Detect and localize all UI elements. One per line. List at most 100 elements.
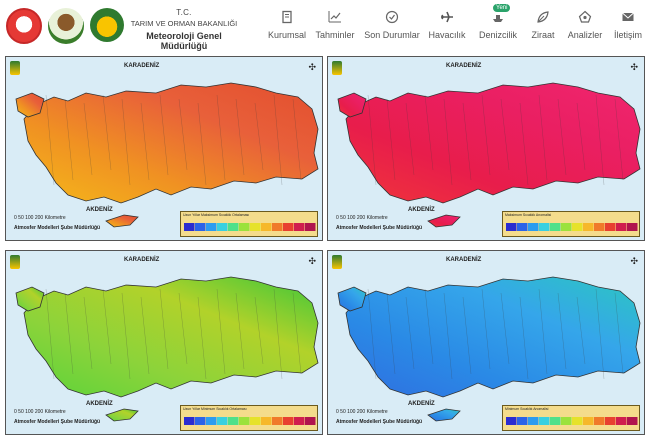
province-border	[102, 288, 112, 365]
anatolia-shape	[345, 276, 641, 398]
legend-swatch	[550, 417, 561, 425]
mgm-corner-logo	[10, 61, 20, 75]
legend-swatch	[561, 417, 572, 425]
meteoroloji-logo[interactable]	[90, 8, 124, 42]
credit-label: Atmosfer Modelleri Şube Müdürlüğü	[14, 225, 101, 231]
legend-swatch	[239, 417, 250, 425]
legend-title: Uzun Yıllar Minimum Sıcaklık Ortalaması	[183, 407, 247, 411]
province-border	[614, 292, 624, 375]
agriculture-logo[interactable]	[48, 8, 84, 44]
ministry-logo[interactable]	[6, 8, 42, 44]
mgm-corner-logo	[332, 61, 342, 75]
legend-swatch	[206, 223, 217, 231]
cyprus-shape	[427, 214, 461, 228]
legend-swatch	[561, 223, 572, 231]
label-akdeniz: AKDENİZ	[86, 401, 113, 407]
institution-title[interactable]: T.C. TARIM VE ORMAN BAKANLIĞI Meteoroloj…	[126, 8, 242, 51]
province-border	[519, 102, 529, 186]
anatolia-shape	[23, 276, 319, 398]
book-icon	[282, 10, 292, 24]
legend-swatch	[250, 223, 261, 231]
north-arrow-icon: ✣	[308, 62, 316, 72]
province-border	[443, 98, 453, 186]
chart-icon	[328, 11, 341, 23]
province-border	[273, 288, 283, 380]
legend-box: Minimum Sıcaklık Anomalisi	[502, 405, 640, 431]
province-border	[254, 296, 264, 365]
legend-swatch	[250, 417, 261, 425]
scale-label: 0 50 100 200 Kilometre	[336, 215, 388, 221]
province-border	[121, 98, 131, 186]
nav-analizler[interactable]: Analizler	[563, 10, 607, 40]
legend-swatch	[217, 417, 228, 425]
nav-iletisim[interactable]: İletişim	[607, 10, 649, 40]
legend-swatch	[583, 417, 594, 425]
legend-swatch	[583, 223, 594, 231]
legend-swatch	[206, 417, 217, 425]
legend-swatch	[528, 223, 539, 231]
province-border	[159, 94, 169, 176]
province-border	[197, 102, 207, 186]
legend-swatch	[217, 223, 228, 231]
legend-swatch	[539, 417, 550, 425]
title-line-mgm: Meteoroloji Genel Müdürlüğü	[146, 31, 222, 51]
map-panel-4[interactable]: ✣ KARADENİZ AKDENİZ 0 50 100 200 Kilomet…	[327, 250, 645, 435]
province-border	[178, 98, 188, 171]
mgm-corner-logo	[332, 255, 342, 269]
province-border	[481, 94, 491, 176]
legend-colorbar	[506, 223, 638, 231]
province-border	[235, 98, 245, 176]
province-border	[519, 296, 529, 380]
nav-son-durumlar[interactable]: Son Durumlar	[363, 10, 421, 40]
province-border	[424, 94, 434, 171]
legend-colorbar	[184, 223, 316, 231]
credit-label: Atmosfer Modelleri Şube Müdürlüğü	[14, 419, 101, 425]
legend-colorbar	[506, 417, 638, 425]
label-karadeniz: KARADENİZ	[446, 257, 482, 263]
cyprus-shape	[105, 214, 139, 228]
province-border	[386, 98, 396, 181]
nav-label: İletişim	[613, 30, 642, 40]
province-border	[140, 102, 150, 181]
province-border	[216, 288, 226, 375]
province-border	[576, 296, 586, 365]
label-akdeniz: AKDENİZ	[408, 207, 435, 213]
label-karadeniz: KARADENİZ	[446, 63, 482, 69]
new-badge: Yeni	[493, 4, 511, 12]
nav-tahminler[interactable]: Tahminler	[311, 10, 359, 40]
province-border	[83, 102, 93, 176]
nav-denizcilik[interactable]: Yeni Denizcilik	[475, 4, 521, 40]
legend-swatch	[616, 223, 627, 231]
north-arrow-icon: ✣	[308, 256, 316, 266]
province-border	[424, 288, 434, 365]
map-panel-2[interactable]: ✣ KARADENİZ AKDENİZ 0 50 100 200 Kilomet…	[327, 56, 645, 241]
province-border	[216, 94, 226, 181]
legend-swatch	[272, 223, 283, 231]
province-border	[405, 296, 415, 370]
province-border	[557, 98, 567, 176]
legend-swatch	[305, 223, 316, 231]
nav-kurumsal[interactable]: Kurumsal	[263, 10, 311, 40]
label-karadeniz: KARADENİZ	[124, 257, 160, 263]
map-panel-1[interactable]: ✣ KARADENİZ AKDENİZ 0 50 100 200 Kilomet…	[5, 56, 323, 241]
legend-title: Uzun Yıllar Maksimum Sıcaklık Ortalaması	[183, 213, 250, 217]
province-border	[121, 292, 131, 380]
legend-swatch	[572, 417, 583, 425]
province-border	[178, 292, 188, 365]
nav-havacilik[interactable]: Havacılık	[425, 10, 469, 40]
map-panel-3[interactable]: ✣ KARADENİZ AKDENİZ 0 50 100 200 Kilomet…	[5, 250, 323, 435]
clock-icon	[385, 10, 399, 24]
mgm-corner-logo	[10, 255, 20, 269]
turkey-map	[337, 276, 641, 422]
site-header: T.C. TARIM VE ORMAN BAKANLIĞI Meteoroloj…	[0, 0, 650, 55]
province-border	[64, 98, 74, 181]
legend-swatch	[539, 223, 550, 231]
province-border	[367, 288, 377, 380]
anatolia-shape	[23, 82, 319, 204]
legend-swatch	[594, 417, 605, 425]
province-border	[102, 94, 112, 171]
province-border	[481, 288, 491, 370]
province-border	[405, 102, 415, 176]
ship-icon	[493, 15, 503, 22]
nav-ziraat[interactable]: Ziraat	[525, 10, 561, 40]
